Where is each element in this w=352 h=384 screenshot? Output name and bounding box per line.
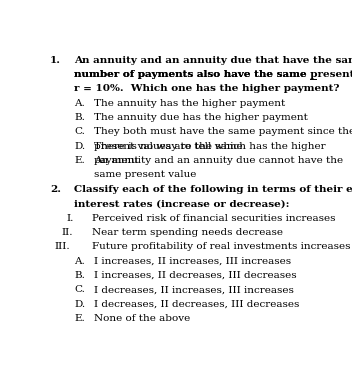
Text: There is no way to tell which has the higher: There is no way to tell which has the hi…	[94, 142, 326, 151]
Text: B.: B.	[74, 271, 85, 280]
Text: Perceived risk of financial securities increases: Perceived risk of financial securities i…	[92, 214, 335, 223]
Text: I decreases, II increases, III increases: I decreases, II increases, III increases	[94, 285, 294, 295]
Text: C.: C.	[74, 127, 85, 136]
Text: present values are the same: present values are the same	[94, 142, 243, 151]
Text: I.: I.	[67, 214, 74, 223]
Text: r = 10%.  Which one has the higher payment?: r = 10%. Which one has the higher paymen…	[74, 84, 340, 93]
Text: number of payments also have the same: number of payments also have the same	[74, 70, 310, 79]
Text: An annuity and an annuity due cannot have the: An annuity and an annuity due cannot hav…	[94, 156, 343, 165]
Text: The annuity due has the higher payment: The annuity due has the higher payment	[94, 113, 308, 122]
Text: E.: E.	[74, 156, 85, 165]
Text: Future profitability of real investments increases: Future profitability of real investments…	[92, 242, 350, 252]
Text: An annuity and an annuity due that have the same: An annuity and an annuity due that have …	[74, 56, 352, 65]
Text: number of payments also have the same present value if: number of payments also have the same pr…	[74, 70, 352, 79]
Text: D.: D.	[74, 142, 85, 151]
Text: B.: B.	[74, 113, 85, 122]
Text: They both must have the same payment since the: They both must have the same payment sin…	[94, 127, 352, 136]
Text: 1.: 1.	[50, 56, 61, 65]
Text: I decreases, II decreases, III decreases: I decreases, II decreases, III decreases	[94, 300, 299, 309]
Text: Near term spending needs decrease: Near term spending needs decrease	[92, 228, 283, 237]
Text: C.: C.	[74, 285, 85, 295]
Text: interest rates (increase or decrease):: interest rates (increase or decrease):	[74, 199, 289, 209]
Text: D.: D.	[74, 300, 85, 309]
Text: Classify each of the following in terms of their effect on: Classify each of the following in terms …	[74, 185, 352, 194]
Text: I increases, II increases, III increases: I increases, II increases, III increases	[94, 257, 291, 266]
Text: payment: payment	[94, 156, 139, 165]
Text: E.: E.	[74, 314, 85, 323]
Text: III.: III.	[55, 242, 70, 252]
Text: A.: A.	[74, 99, 85, 108]
Text: I increases, II decreases, III decreases: I increases, II decreases, III decreases	[94, 271, 296, 280]
Text: II.: II.	[61, 228, 73, 237]
Text: 2.: 2.	[50, 185, 61, 194]
Text: The annuity has the higher payment: The annuity has the higher payment	[94, 99, 285, 108]
Text: None of the above: None of the above	[94, 314, 190, 323]
Text: same present value: same present value	[94, 170, 196, 179]
Text: A.: A.	[74, 257, 85, 266]
